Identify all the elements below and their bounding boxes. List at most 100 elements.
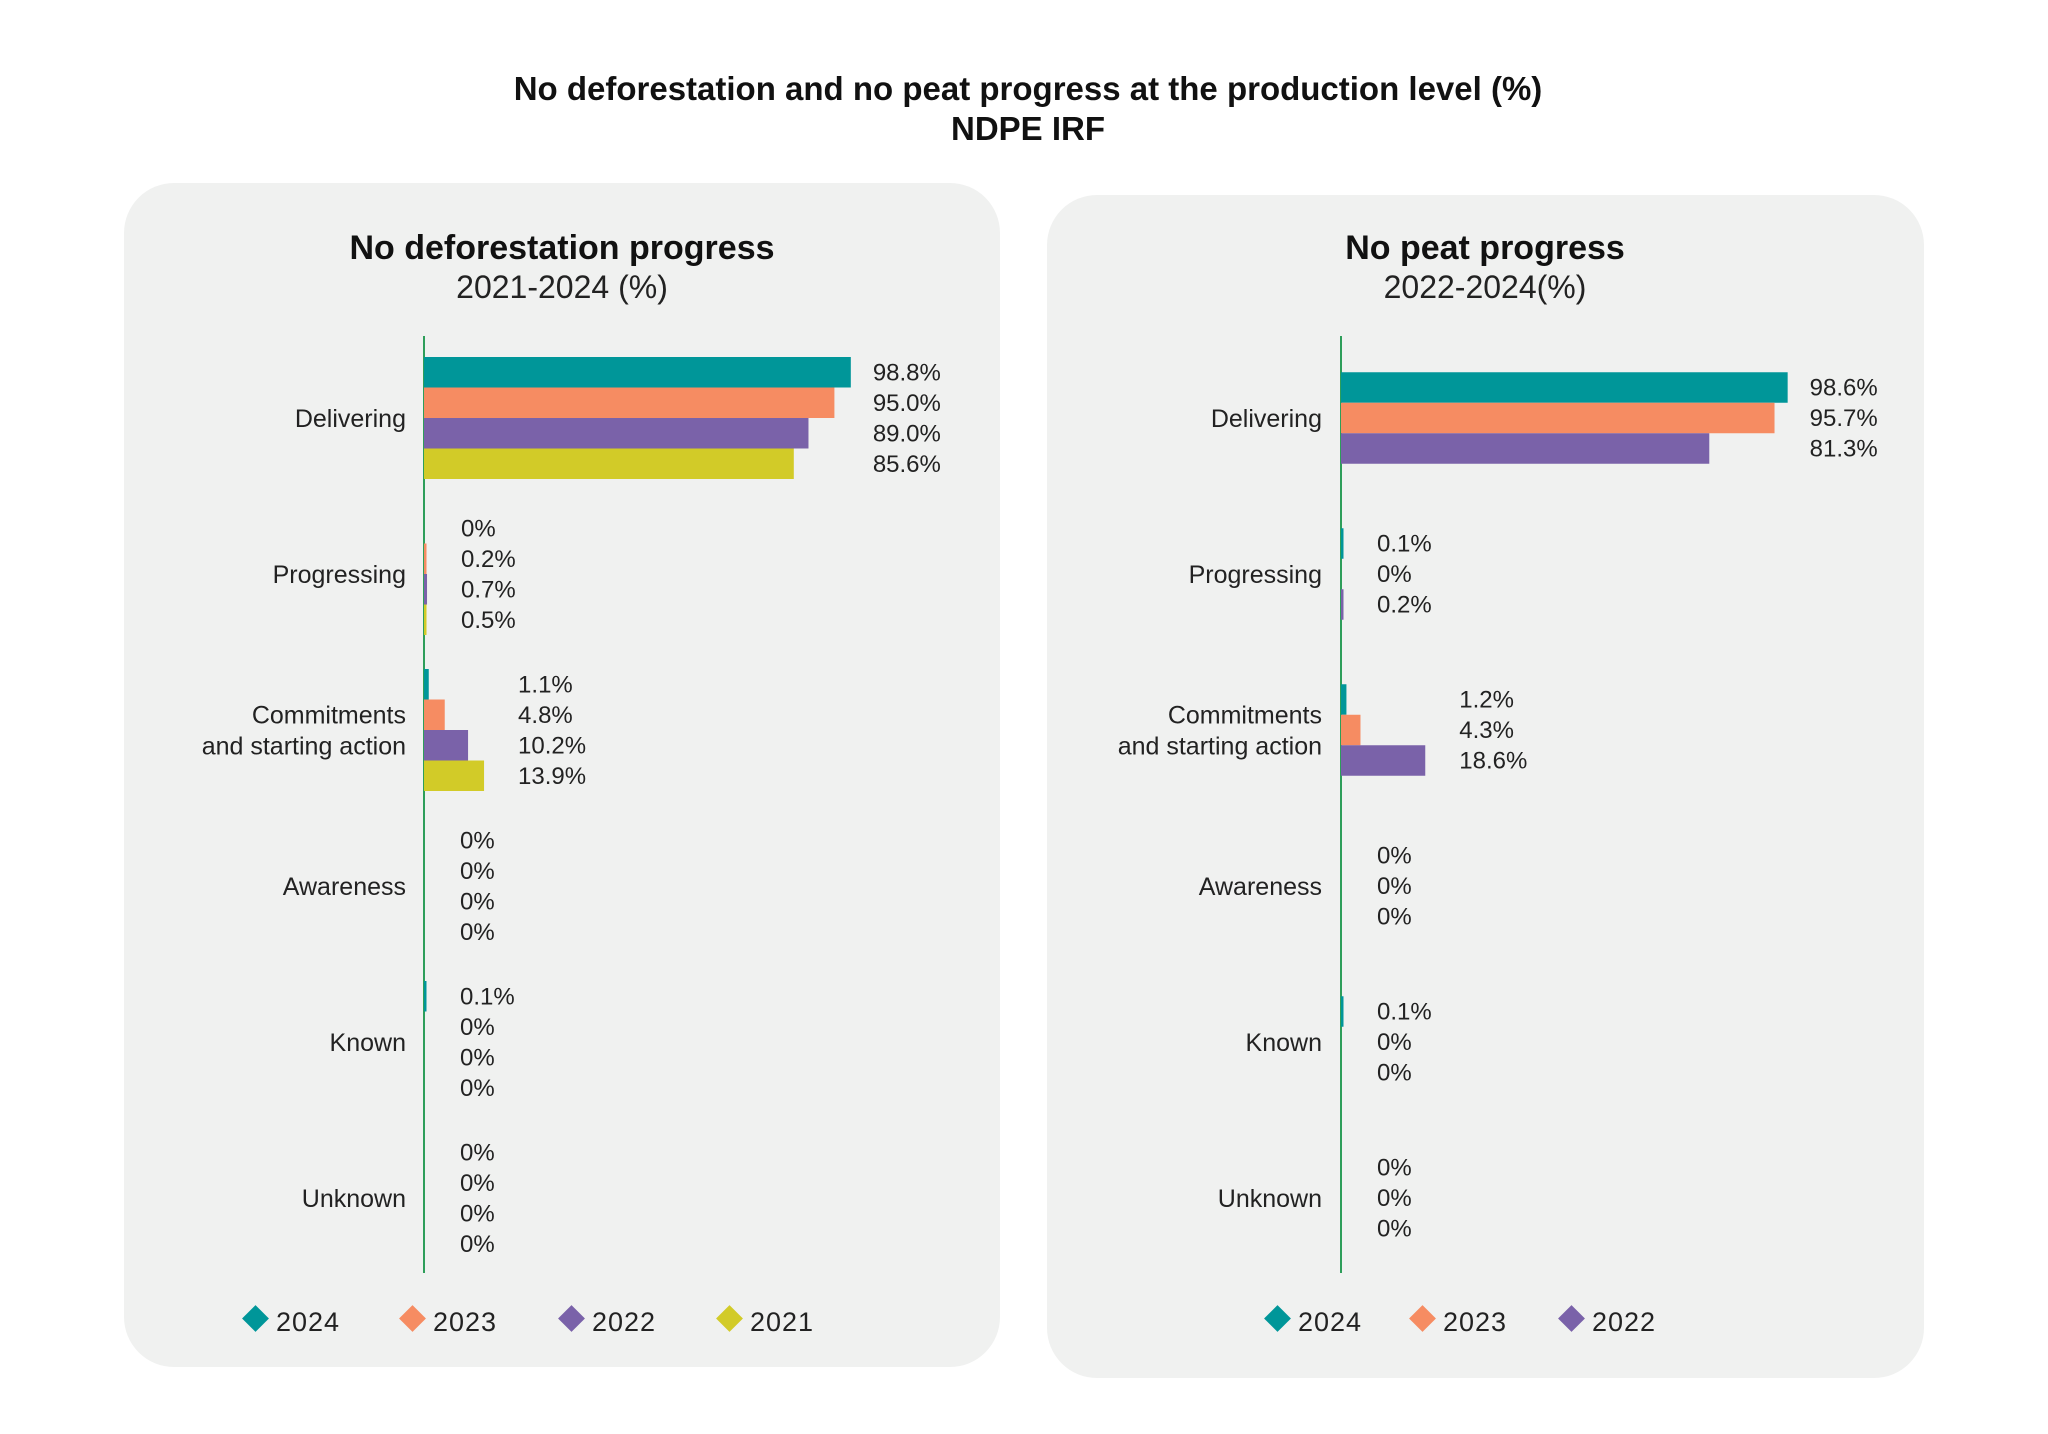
legend-label: 2023 — [1443, 1307, 1507, 1337]
value-label-2024: 0% — [460, 827, 495, 854]
panel-title: No deforestation progress — [349, 229, 774, 267]
legend-item-2023: 2023 — [1409, 1305, 1507, 1337]
bar-2022 — [1341, 433, 1710, 464]
value-label-2022: 18.6% — [1459, 748, 1527, 775]
value-label-2023: 4.8% — [518, 702, 573, 729]
legend-item-2024: 2024 — [1264, 1305, 1362, 1337]
category-label-line: and starting action — [1118, 733, 1322, 761]
bar-2024 — [424, 669, 429, 700]
legend-label: 2022 — [592, 1307, 656, 1337]
main-subtitle: NDPE IRF — [951, 110, 1105, 147]
category-label-line: Awareness — [1199, 873, 1322, 901]
value-label-2021: 0% — [460, 1075, 495, 1102]
bar-2023 — [1341, 402, 1775, 434]
bar-2024 — [1341, 372, 1788, 403]
value-label-2022: 0% — [1377, 1216, 1412, 1243]
bar-2023 — [424, 387, 835, 418]
category-label-line: Delivering — [295, 405, 406, 433]
legend-diamond-icon — [1264, 1305, 1291, 1332]
category-label-line: Commitments — [1168, 702, 1322, 730]
value-label-2024: 0.1% — [1377, 531, 1432, 558]
bar-2022 — [424, 574, 428, 605]
category-label: Awareness — [1199, 873, 1322, 901]
category-label-line: Progressing — [1189, 561, 1322, 589]
value-label-2024: 98.8% — [873, 359, 941, 386]
panel-background — [1047, 195, 1924, 1378]
value-label-2024: 0% — [1377, 843, 1412, 870]
category-label: Unknown — [302, 1185, 406, 1213]
bar-2021 — [424, 760, 485, 791]
category-label-line: Progressing — [273, 561, 406, 589]
value-label-2024: 0.1% — [1377, 999, 1432, 1026]
legend-label: 2022 — [1592, 1307, 1656, 1337]
bar-2023 — [424, 543, 427, 574]
category-label: Awareness — [283, 873, 406, 901]
value-label-2023: 0.2% — [461, 546, 516, 573]
category-label-line: Unknown — [1218, 1185, 1322, 1213]
category-label: Known — [330, 1029, 406, 1057]
value-label-2022: 0% — [1377, 1060, 1412, 1087]
peat-panel: No peat progress 2022-2024(%) Delivering… — [1047, 195, 1924, 1378]
panel-subtitle: 2022-2024(%) — [1384, 269, 1587, 305]
value-label-2024: 0% — [461, 515, 496, 542]
category-label: Commitments and starting action — [1118, 702, 1322, 761]
legend-label: 2021 — [750, 1307, 814, 1337]
value-label-2021: 0.5% — [461, 607, 516, 634]
value-label-2021: 13.9% — [518, 763, 586, 790]
legend-label: 2023 — [433, 1307, 497, 1337]
panel-title: No peat progress — [1345, 229, 1625, 267]
value-label-2022: 0% — [460, 888, 495, 915]
value-label-2023: 0% — [1377, 1185, 1412, 1212]
category-label-line: and starting action — [202, 733, 406, 761]
value-label-2024: 1.2% — [1459, 687, 1514, 714]
value-label-2024: 1.1% — [518, 671, 573, 698]
value-label-2023: 0% — [460, 858, 495, 885]
legend-label: 2024 — [276, 1307, 340, 1337]
bar-2024 — [1341, 528, 1344, 559]
bar-2022 — [1341, 745, 1426, 776]
value-label-2024: 98.6% — [1810, 375, 1878, 402]
bar-2021 — [424, 448, 794, 479]
main-title: No deforestation and no peat progress at… — [514, 70, 1543, 107]
value-label-2022: 10.2% — [518, 732, 586, 759]
category-label-line: Commitments — [252, 702, 406, 730]
bar-2022 — [424, 418, 809, 449]
value-label-2024: 0.1% — [460, 983, 515, 1010]
bar-2022 — [1341, 589, 1344, 620]
category-label: Commitments and starting action — [202, 702, 406, 761]
legend-label: 2024 — [1298, 1307, 1362, 1337]
deforestation-panel: No deforestation progress 2021-2024 (%) … — [124, 183, 1000, 1367]
value-label-2023: 0% — [1377, 561, 1412, 588]
value-label-2021: 0% — [460, 1231, 495, 1258]
value-label-2024: 0% — [460, 1139, 495, 1166]
bar-2022 — [424, 730, 469, 761]
category-label-line: Awareness — [283, 873, 406, 901]
legend-diamond-icon — [716, 1305, 743, 1332]
bar-2024 — [1341, 996, 1344, 1027]
category-label-line: Known — [1246, 1029, 1322, 1057]
bar-2023 — [424, 699, 445, 730]
category-label-line: Delivering — [1211, 405, 1322, 433]
value-label-2022: 89.0% — [873, 420, 941, 447]
value-label-2022: 0.7% — [461, 576, 516, 603]
panel-subtitle: 2021-2024 (%) — [456, 269, 668, 305]
value-label-2023: 0% — [1377, 1029, 1412, 1056]
value-label-2023: 0% — [460, 1014, 495, 1041]
value-label-2022: 0% — [460, 1044, 495, 1071]
value-label-2021: 85.6% — [873, 451, 941, 478]
value-label-2022: 0.2% — [1377, 592, 1432, 619]
legend-diamond-icon — [1409, 1305, 1436, 1332]
category-label: Progressing — [1189, 561, 1322, 589]
value-label-2022: 81.3% — [1810, 436, 1878, 463]
value-label-2023: 4.3% — [1459, 717, 1514, 744]
legend-item-2022: 2022 — [1558, 1305, 1656, 1337]
bar-2021 — [424, 604, 427, 635]
value-label-2023: 0% — [460, 1170, 495, 1197]
value-label-2022: 0% — [460, 1200, 495, 1227]
value-label-2023: 95.7% — [1810, 405, 1878, 432]
legend-diamond-icon — [1558, 1305, 1585, 1332]
category-label-line: Unknown — [302, 1185, 406, 1213]
value-label-2024: 0% — [1377, 1155, 1412, 1182]
value-label-2021: 0% — [460, 919, 495, 946]
